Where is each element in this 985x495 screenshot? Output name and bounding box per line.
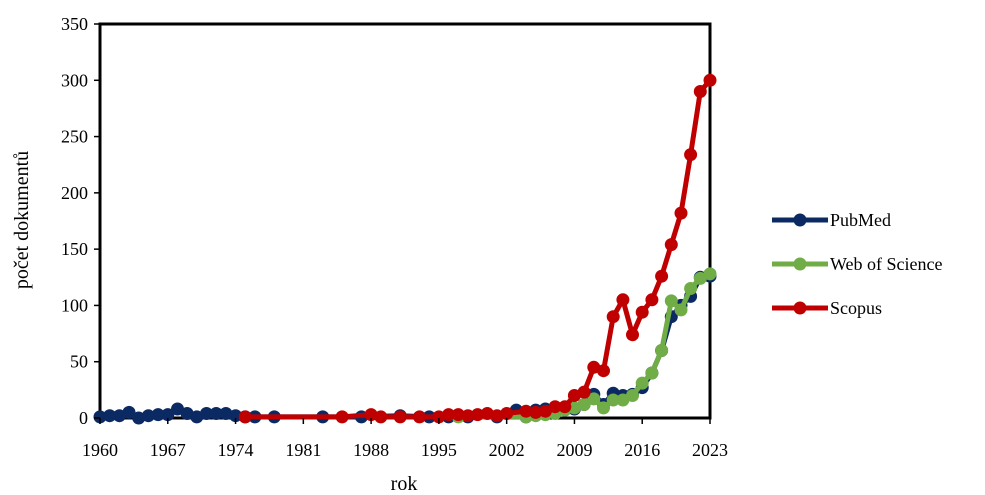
data-point-scopus [626, 328, 639, 342]
x-tick-label: 2023 [692, 440, 728, 460]
data-point-pubmed [141, 409, 155, 423]
x-tick-label: 2002 [489, 440, 525, 460]
legend-label: Web of Science [830, 254, 943, 274]
data-point-scopus [471, 408, 485, 422]
data-point-scopus [490, 409, 504, 423]
data-point-scopus [664, 238, 678, 252]
legend-item-scopus: Scopus [772, 298, 882, 318]
data-point-web-of-science [684, 282, 698, 295]
legend-label: PubMed [830, 210, 891, 230]
data-point-scopus [393, 410, 407, 424]
data-point-web-of-science [674, 303, 688, 317]
series-line-scopus [242, 77, 713, 420]
plot-area [93, 22, 717, 425]
y-tick-label: 100 [61, 295, 88, 315]
data-point-scopus [529, 405, 543, 419]
data-point-scopus [693, 85, 707, 98]
legend-swatch-marker [793, 213, 807, 227]
y-tick-label: 350 [61, 14, 88, 34]
data-point-pubmed [122, 405, 136, 419]
data-point-web-of-science [587, 392, 601, 406]
legend: PubMed Web of Science Scopus [772, 210, 943, 318]
data-point-web-of-science [703, 267, 717, 281]
data-point-pubmed [219, 407, 233, 420]
data-point-scopus [480, 407, 494, 420]
data-point-scopus [413, 410, 426, 424]
y-tick-label: 50 [70, 352, 88, 372]
data-point-scopus [703, 73, 717, 87]
data-point-scopus [432, 410, 446, 424]
data-point-pubmed [161, 408, 175, 422]
data-point-scopus [548, 400, 562, 414]
data-point-pubmed [229, 409, 243, 423]
data-point-scopus [238, 410, 252, 424]
data-point-scopus [577, 385, 591, 399]
data-point-scopus [374, 410, 388, 424]
data-point-pubmed [103, 409, 117, 423]
data-point-scopus [558, 400, 572, 414]
y-axis-ticks: 0 50 100 150 200 250 300 350 [61, 14, 100, 428]
x-tick-label: 1974 [218, 440, 254, 460]
data-point-web-of-science [693, 271, 707, 285]
y-tick-label: 250 [61, 127, 88, 147]
data-point-web-of-science [597, 401, 610, 415]
data-point-web-of-science [606, 393, 620, 407]
data-point-pubmed [200, 407, 213, 420]
x-axis-title: rok [391, 473, 418, 495]
data-point-scopus [538, 404, 552, 418]
x-tick-label: 2009 [556, 440, 592, 460]
legend-swatch-marker [793, 301, 807, 315]
x-tick-label: 1995 [421, 440, 457, 460]
data-point-scopus [655, 269, 669, 283]
data-point-scopus [451, 408, 465, 422]
y-tick-label: 150 [61, 239, 88, 259]
data-point-scopus [519, 404, 533, 418]
data-point-pubmed [209, 407, 223, 420]
data-point-web-of-science [655, 344, 669, 357]
data-point-pubmed [93, 410, 107, 424]
data-point-scopus [364, 408, 378, 422]
y-axis-title: počet dokumentů [11, 151, 33, 289]
series-scopus [238, 73, 717, 424]
data-point-scopus [442, 408, 456, 422]
x-tick-label: 1960 [82, 440, 118, 460]
data-point-web-of-science [626, 389, 639, 402]
plot-frame [98, 22, 712, 420]
data-point-scopus [674, 206, 688, 220]
data-point-pubmed [151, 408, 165, 422]
data-point-web-of-science [577, 398, 591, 411]
data-point-scopus [645, 293, 659, 307]
y-tick-label: 200 [61, 183, 88, 203]
y-tick-label: 0 [79, 408, 88, 428]
legend-item-web-of-science: Web of Science [772, 254, 943, 274]
legend-item-pubmed: PubMed [772, 210, 891, 230]
legend-swatch-marker [793, 257, 807, 271]
data-point-scopus [461, 409, 475, 423]
x-tick-label: 1988 [353, 440, 389, 460]
data-point-scopus [597, 364, 610, 378]
data-point-web-of-science [645, 366, 659, 380]
data-point-scopus [335, 410, 349, 424]
x-axis-ticks: 1960 1967 1974 1981 1988 1995 2002 2009 2016 2023 [82, 418, 728, 460]
data-point-scopus [606, 310, 620, 324]
x-tick-label: 1981 [285, 440, 321, 460]
data-point-scopus [500, 407, 514, 420]
y-tick-label: 300 [61, 70, 88, 90]
data-point-web-of-science [635, 376, 649, 390]
x-tick-label: 1967 [150, 440, 186, 460]
data-point-web-of-science [664, 294, 678, 308]
legend-label: Scopus [830, 298, 882, 318]
x-tick-label: 2016 [624, 440, 660, 460]
series-web-of-science [451, 267, 717, 424]
data-point-scopus [635, 305, 649, 319]
data-point-scopus [616, 293, 630, 307]
data-point-scopus [684, 148, 698, 162]
data-point-pubmed [132, 411, 146, 425]
